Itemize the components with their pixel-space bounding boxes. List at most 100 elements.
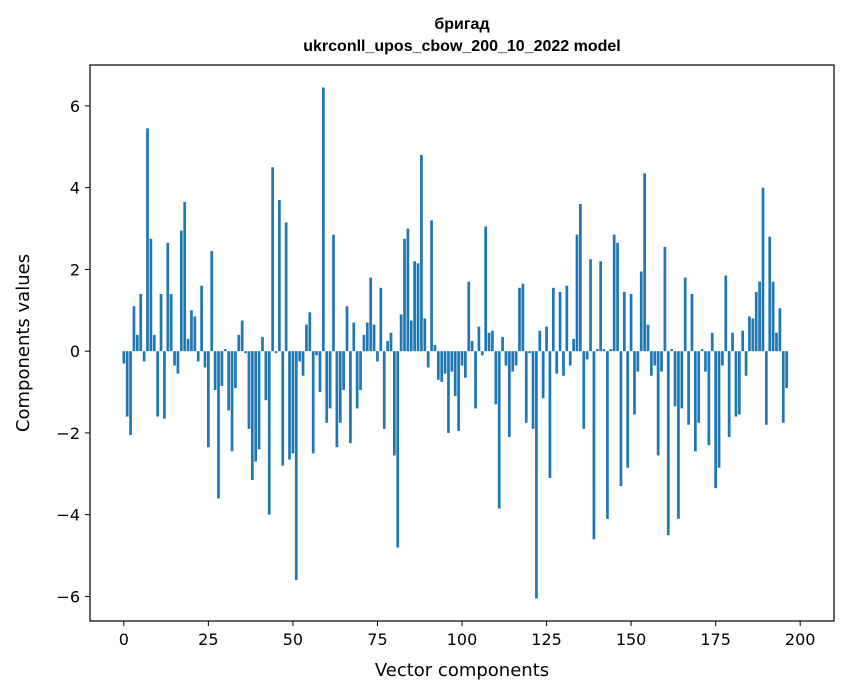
bar xyxy=(403,238,406,352)
bar xyxy=(491,330,494,352)
bar xyxy=(504,351,508,366)
bar xyxy=(176,351,180,374)
bar xyxy=(291,351,295,454)
bar xyxy=(474,351,477,409)
bar xyxy=(349,351,352,444)
bar xyxy=(135,334,139,352)
bar xyxy=(169,293,173,352)
bar xyxy=(528,351,531,354)
bar xyxy=(768,236,772,352)
x-tick-label: 50 xyxy=(283,630,303,649)
bar xyxy=(433,345,437,352)
bar xyxy=(372,324,376,352)
bar xyxy=(250,351,254,480)
bar xyxy=(352,322,356,352)
bar xyxy=(247,351,251,429)
bar xyxy=(653,351,657,366)
bar xyxy=(163,351,166,419)
bar xyxy=(193,316,197,352)
bar xyxy=(541,351,545,399)
bar xyxy=(237,334,241,352)
x-tick-label: 150 xyxy=(616,630,647,649)
bar xyxy=(751,318,755,352)
bar xyxy=(152,334,156,352)
bar xyxy=(666,351,670,536)
bar xyxy=(592,351,596,540)
bar xyxy=(362,334,366,352)
bar xyxy=(325,351,329,423)
bar xyxy=(731,332,734,352)
bar xyxy=(281,351,285,466)
bar xyxy=(609,349,613,352)
x-tick-label: 175 xyxy=(700,630,731,649)
bar xyxy=(264,351,268,401)
bar xyxy=(308,312,312,352)
bar xyxy=(619,351,623,487)
bar xyxy=(156,351,159,417)
bar xyxy=(355,351,359,409)
y-tick-label: −6 xyxy=(56,587,80,606)
bar xyxy=(646,324,650,352)
bar xyxy=(460,351,464,366)
bar xyxy=(558,291,562,352)
bar xyxy=(754,291,758,352)
bar xyxy=(744,351,748,376)
bar xyxy=(220,351,224,386)
bar xyxy=(430,220,433,352)
bar xyxy=(213,351,217,391)
bar xyxy=(595,349,599,352)
bar xyxy=(700,349,704,352)
bar xyxy=(210,251,214,352)
bar xyxy=(480,351,484,356)
bar xyxy=(382,351,386,429)
bar xyxy=(420,154,423,352)
chart-title: бригад xyxy=(434,16,489,33)
bar xyxy=(389,332,393,352)
x-axis-label: Vector components xyxy=(375,660,549,681)
bar xyxy=(298,351,302,362)
bar xyxy=(704,351,707,372)
bar xyxy=(727,351,731,438)
bar xyxy=(477,326,481,352)
bar xyxy=(409,320,413,352)
bar xyxy=(318,351,322,393)
bar xyxy=(379,287,383,352)
bar xyxy=(524,351,528,423)
bar xyxy=(599,261,603,352)
bar xyxy=(440,351,444,382)
bar xyxy=(139,293,143,352)
bar xyxy=(670,349,674,352)
bar xyxy=(457,351,460,431)
bar xyxy=(200,285,203,352)
bar xyxy=(365,322,369,352)
bar xyxy=(717,351,721,468)
y-tick-label: 6 xyxy=(70,97,80,116)
bar xyxy=(196,351,200,362)
bar xyxy=(545,326,548,352)
bar xyxy=(223,349,227,352)
bar xyxy=(724,275,728,352)
bar xyxy=(443,351,447,374)
bar xyxy=(494,351,498,405)
bar xyxy=(484,226,488,352)
bar xyxy=(315,351,318,356)
y-tick-label: 2 xyxy=(70,260,80,279)
bar xyxy=(186,338,190,352)
bar xyxy=(758,281,761,352)
bar xyxy=(511,351,515,372)
bar xyxy=(721,351,724,366)
x-tick-label: 200 xyxy=(785,630,816,649)
bar xyxy=(271,167,274,352)
bar xyxy=(555,351,559,374)
bar xyxy=(254,351,258,462)
bar xyxy=(338,351,342,423)
x-tick-label: 100 xyxy=(447,630,478,649)
bar xyxy=(582,351,586,429)
bar xyxy=(633,351,636,415)
bar xyxy=(335,351,339,448)
bar xyxy=(660,351,663,372)
y-tick-label: 0 xyxy=(70,342,80,361)
bar xyxy=(278,199,281,352)
bar xyxy=(565,285,569,352)
bar xyxy=(267,351,271,515)
